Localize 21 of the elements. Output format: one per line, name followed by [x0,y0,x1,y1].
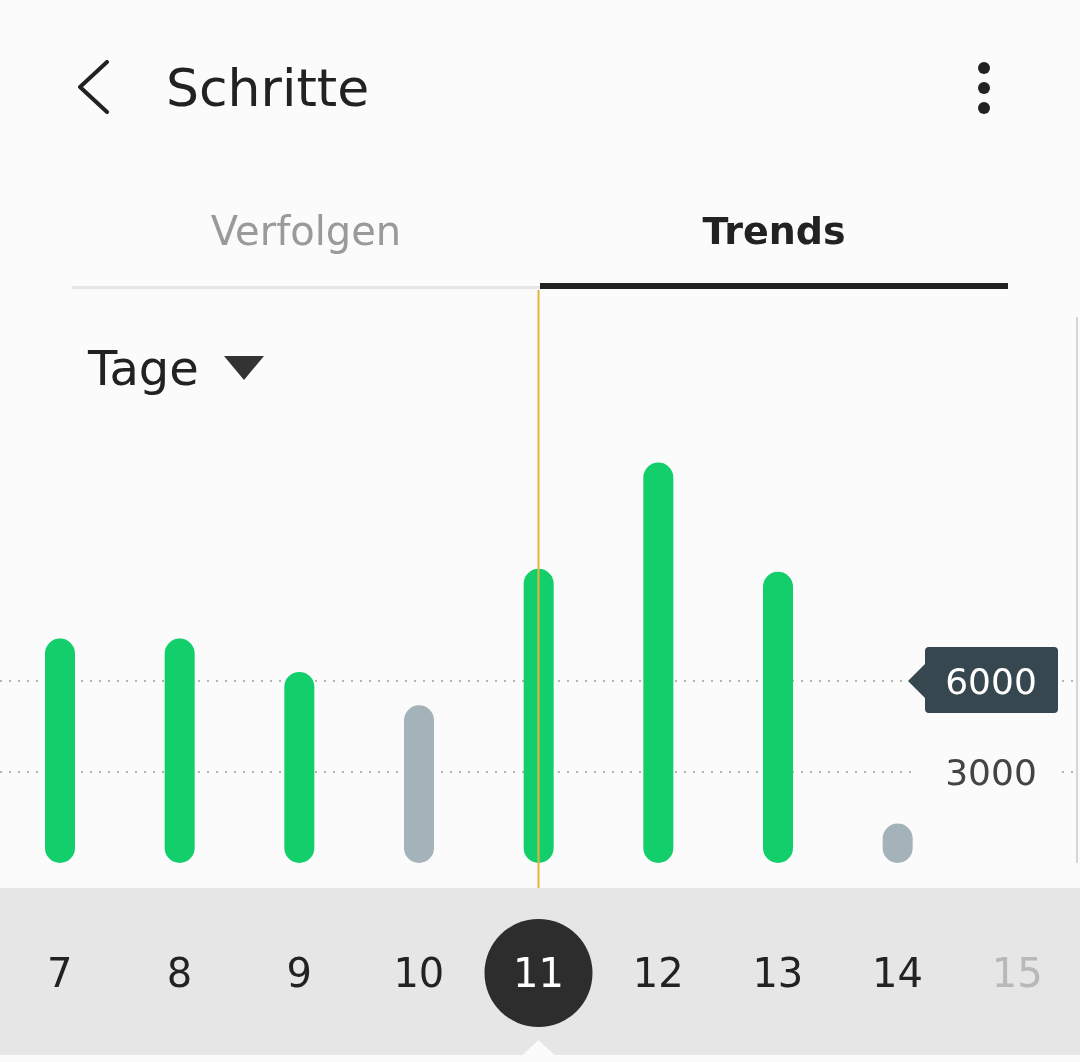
bar [284,671,315,863]
bar [164,638,195,863]
x-tick-label: 9 [286,950,312,996]
text: Verfolgen [209,207,403,256]
bar [643,462,674,863]
chart-title: Schritte [166,57,370,120]
annotation: Tage [88,339,199,398]
text: Trends [701,208,847,255]
bar [763,571,793,863]
bar [523,568,554,863]
x-tick-label: 7 [47,950,73,996]
x-tick-label: 14 [872,950,923,996]
y-tick-label: 3000 [945,751,1037,793]
y-tick-label: 6000 [945,660,1037,702]
x-tick-label: 11 [513,950,564,996]
bar [404,705,434,863]
x-tick-label: 10 [393,950,445,996]
x-tick-label: 8 [166,950,193,996]
x-tick-label: 12 [632,950,684,996]
x-tick-label: 13 [752,950,804,996]
bar [45,638,75,863]
